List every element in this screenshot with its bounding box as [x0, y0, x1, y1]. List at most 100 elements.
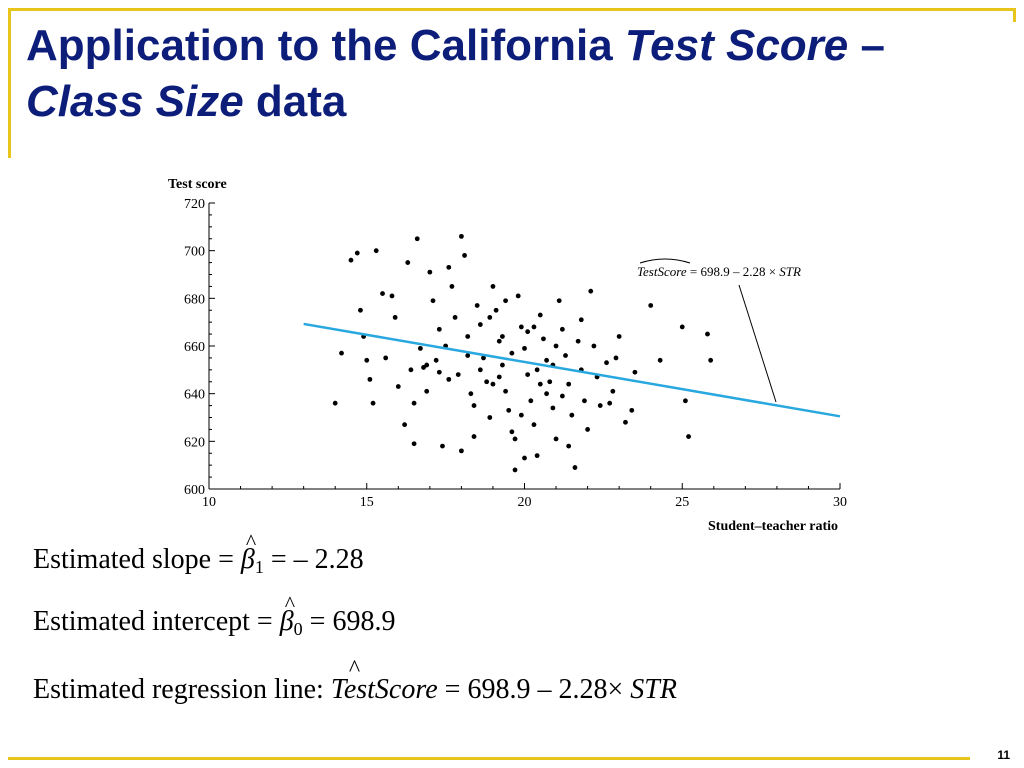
data-point: [553, 343, 559, 349]
data-point: [550, 405, 556, 411]
data-point: [446, 376, 452, 382]
line-rhs: = 698.9 – 2.28×: [437, 674, 631, 705]
data-point: [578, 317, 584, 323]
data-point: [477, 322, 483, 327]
data-point: [411, 400, 417, 406]
x-tick-label: 10: [202, 495, 216, 510]
y-tick-label: 640: [184, 388, 205, 403]
annotation-equation: TestScore = 698.9 – 2.28 × STR: [637, 264, 801, 279]
annotation-rhs: = 698.9 – 2.28 ×: [687, 264, 780, 279]
data-point: [436, 369, 442, 375]
data-point: [544, 357, 549, 363]
x-tick-label: 15: [360, 495, 374, 510]
data-point: [518, 324, 524, 330]
data-point: [348, 257, 354, 263]
slope-value: = – 2.28: [263, 544, 364, 575]
beta1-letter: β: [240, 544, 255, 575]
data-point: [613, 355, 619, 361]
data-point: [512, 467, 518, 473]
data-point: [339, 350, 344, 356]
regression-line-equation: Estimated regression line: ^ TestScore = …: [33, 656, 677, 706]
data-point: [686, 434, 691, 439]
data-point: [525, 372, 531, 377]
data-point: [705, 331, 710, 337]
slope-equation: Estimated slope = ^ β1 = – 2.28: [33, 529, 364, 578]
data-point: [452, 315, 458, 320]
data-point: [572, 465, 578, 470]
data-point: [559, 393, 565, 399]
y-tick-label: 700: [184, 245, 205, 260]
data-point: [629, 407, 635, 413]
data-point: [616, 334, 622, 339]
data-point: [364, 357, 370, 363]
data-point: [534, 453, 540, 459]
data-point: [553, 436, 559, 442]
data-point: [440, 443, 445, 449]
data-point: [547, 379, 553, 385]
y-tick-label: 680: [184, 292, 205, 307]
intercept-value: = 698.9: [302, 606, 396, 637]
data-point: [408, 367, 414, 373]
data-point: [588, 288, 594, 294]
y-tick-label: 720: [184, 197, 205, 212]
annotation-leader-line: [738, 284, 777, 403]
data-point: [607, 400, 613, 406]
beta0-sub: 0: [293, 619, 303, 639]
data-point: [559, 326, 565, 332]
beta0-hat: ^: [284, 591, 296, 616]
data-point: [531, 422, 537, 428]
data-point: [459, 233, 464, 239]
data-point: [537, 312, 543, 318]
frame-bottom-rule: [8, 757, 970, 760]
title-part2: –: [848, 21, 885, 70]
data-point: [563, 353, 568, 358]
line-var: STR: [630, 674, 677, 705]
data-point: [411, 441, 417, 447]
line-lhs: ^ TestScore: [330, 656, 438, 706]
data-point: [424, 362, 430, 368]
data-point: [493, 307, 499, 313]
beta1-symbol: ^ β1: [240, 529, 264, 578]
x-tick-label: 25: [675, 495, 689, 510]
data-point: [503, 388, 508, 394]
data-point: [474, 303, 480, 308]
x-axis-label: Student–teacher ratio: [708, 519, 838, 534]
data-point: [490, 284, 496, 289]
data-point: [392, 315, 398, 320]
data-point: [395, 384, 401, 389]
title-italic2: Class Size: [26, 77, 244, 126]
data-point: [380, 291, 385, 296]
data-point: [518, 412, 524, 418]
data-point: [544, 391, 549, 397]
beta1-hat: ^: [245, 529, 257, 554]
data-point: [496, 374, 502, 380]
data-point: [683, 398, 688, 404]
data-point: [500, 334, 505, 339]
beta0-letter: β: [279, 606, 294, 637]
data-point: [405, 260, 411, 265]
title-part3: data: [243, 77, 347, 126]
data-point: [531, 324, 537, 330]
data-point: [537, 381, 543, 387]
line-label: Estimated regression line:: [33, 674, 331, 705]
line-lhs-text: TestScore: [330, 674, 438, 705]
data-point: [332, 400, 338, 406]
data-point: [487, 315, 493, 320]
beta1-sub: 1: [254, 557, 264, 577]
x-tick-label: 20: [518, 495, 532, 510]
page-number: 11: [997, 748, 1010, 762]
data-point: [566, 381, 572, 387]
data-point: [556, 298, 562, 304]
data-point: [500, 362, 505, 368]
data-point: [414, 236, 420, 242]
data-point: [402, 422, 408, 428]
data-point: [383, 355, 389, 361]
annotation-lhs: TestScore: [637, 264, 687, 279]
data-point: [528, 398, 534, 404]
data-point: [465, 334, 471, 339]
intercept-label: Estimated intercept =: [33, 606, 273, 637]
data-point: [424, 388, 430, 394]
data-point: [373, 248, 379, 254]
data-point: [522, 345, 527, 351]
data-point: [427, 269, 433, 275]
